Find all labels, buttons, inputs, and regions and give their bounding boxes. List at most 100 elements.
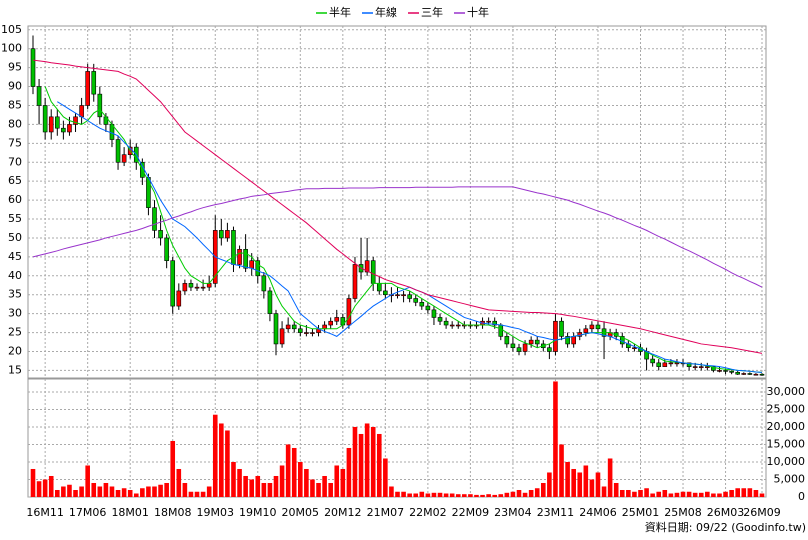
volume-bar xyxy=(328,482,333,497)
candle-body xyxy=(668,362,674,365)
volume-bar xyxy=(176,468,182,497)
volume-bar xyxy=(486,494,491,497)
volume-bar xyxy=(55,489,60,497)
volume-bar xyxy=(419,491,425,497)
candle-body xyxy=(522,343,528,352)
candle-body xyxy=(504,336,510,345)
candle-body xyxy=(413,298,419,303)
volume-bar xyxy=(607,458,613,497)
y-tick-label: 90 xyxy=(8,80,22,93)
volume-bar xyxy=(376,433,382,497)
candle-body xyxy=(48,116,54,133)
volume-bar xyxy=(310,479,315,497)
candle-body xyxy=(310,332,315,334)
candle-body xyxy=(121,154,127,163)
candle-body xyxy=(158,230,163,239)
volume-bar xyxy=(73,489,78,497)
volume-bar xyxy=(261,482,267,497)
volume-bar xyxy=(36,481,42,497)
y-tick-label: 40 xyxy=(8,269,22,282)
volume-bar xyxy=(462,494,467,497)
volume-bar xyxy=(152,486,157,497)
x-tick-label: 25M08 xyxy=(664,506,702,519)
candle-body xyxy=(407,294,412,299)
volume-bar xyxy=(668,493,674,497)
candle-body xyxy=(553,320,558,352)
candle-body xyxy=(85,71,90,106)
volume-bar xyxy=(565,461,570,497)
volume-bar xyxy=(504,492,510,497)
x-tick-label: 20M12 xyxy=(324,506,362,519)
volume-bar xyxy=(231,461,236,497)
ma-line xyxy=(32,186,763,288)
volume-bar xyxy=(115,489,121,497)
candle-body xyxy=(595,324,601,330)
volume-bar xyxy=(741,488,747,497)
candle-body xyxy=(42,105,48,133)
y-tick-label: 45 xyxy=(8,250,22,263)
candle-body xyxy=(115,139,121,163)
candle-body xyxy=(449,324,455,327)
candle-body xyxy=(753,373,759,376)
volume-bar xyxy=(194,491,200,497)
volume-bar xyxy=(492,494,497,497)
volume-bar xyxy=(237,468,242,497)
volume-bar xyxy=(103,482,109,497)
candle-body xyxy=(383,290,388,296)
candle-body xyxy=(243,249,248,269)
candle-body xyxy=(589,324,595,330)
y-tick-label: 80 xyxy=(8,117,22,130)
volume-bar xyxy=(577,472,583,497)
candle-body xyxy=(285,324,291,330)
volume-bar xyxy=(340,468,346,497)
candle-body xyxy=(255,260,261,277)
candle-body xyxy=(492,320,498,326)
volume-bar xyxy=(212,414,218,497)
candle-body xyxy=(741,373,747,375)
volume-bar xyxy=(413,493,419,497)
volume-bar xyxy=(42,479,48,497)
y-tick-label: 75 xyxy=(8,136,22,149)
volume-bar xyxy=(553,381,558,497)
y-tick-label: 15 xyxy=(8,363,22,376)
candle-body xyxy=(267,290,273,314)
x-tick-label: 26M03 xyxy=(707,506,745,519)
volume-bar xyxy=(383,458,388,497)
candle-body xyxy=(747,373,753,375)
candle-body xyxy=(674,362,680,365)
volume-panel xyxy=(27,378,767,498)
volume-bar xyxy=(364,423,370,497)
volume-bar xyxy=(425,493,431,497)
candle-body xyxy=(698,366,704,368)
candle-body xyxy=(571,336,576,345)
volume-bar xyxy=(619,489,625,497)
y-tick-label: 50 xyxy=(8,231,22,244)
candle-body xyxy=(565,336,570,345)
volume-bar xyxy=(358,433,364,497)
candle-body xyxy=(61,127,66,133)
candle-body xyxy=(486,320,491,323)
ma-line xyxy=(44,86,763,373)
x-tick-label: 23M11 xyxy=(537,506,575,519)
candle-body xyxy=(692,366,698,368)
volume-bar xyxy=(443,493,449,497)
volume-bar xyxy=(164,482,169,497)
volume-bar xyxy=(729,489,734,497)
candle-body xyxy=(632,347,637,350)
candle-body xyxy=(431,309,437,318)
footer-note: 資料日期: 09/22 (Goodinfo.tw) xyxy=(645,520,806,534)
candle-body xyxy=(328,320,333,326)
volume-bar xyxy=(437,492,443,497)
candle-body xyxy=(225,230,230,239)
candle-body xyxy=(729,370,734,373)
candle-body xyxy=(583,328,589,333)
volume-bar xyxy=(188,491,194,497)
candle-body xyxy=(735,372,741,375)
candle-body xyxy=(370,260,376,284)
volume-bar xyxy=(322,475,327,497)
candle-body xyxy=(516,347,522,352)
legend-label: 三年 xyxy=(421,5,443,19)
volume-bar xyxy=(474,494,479,497)
volume-bar xyxy=(298,461,303,497)
